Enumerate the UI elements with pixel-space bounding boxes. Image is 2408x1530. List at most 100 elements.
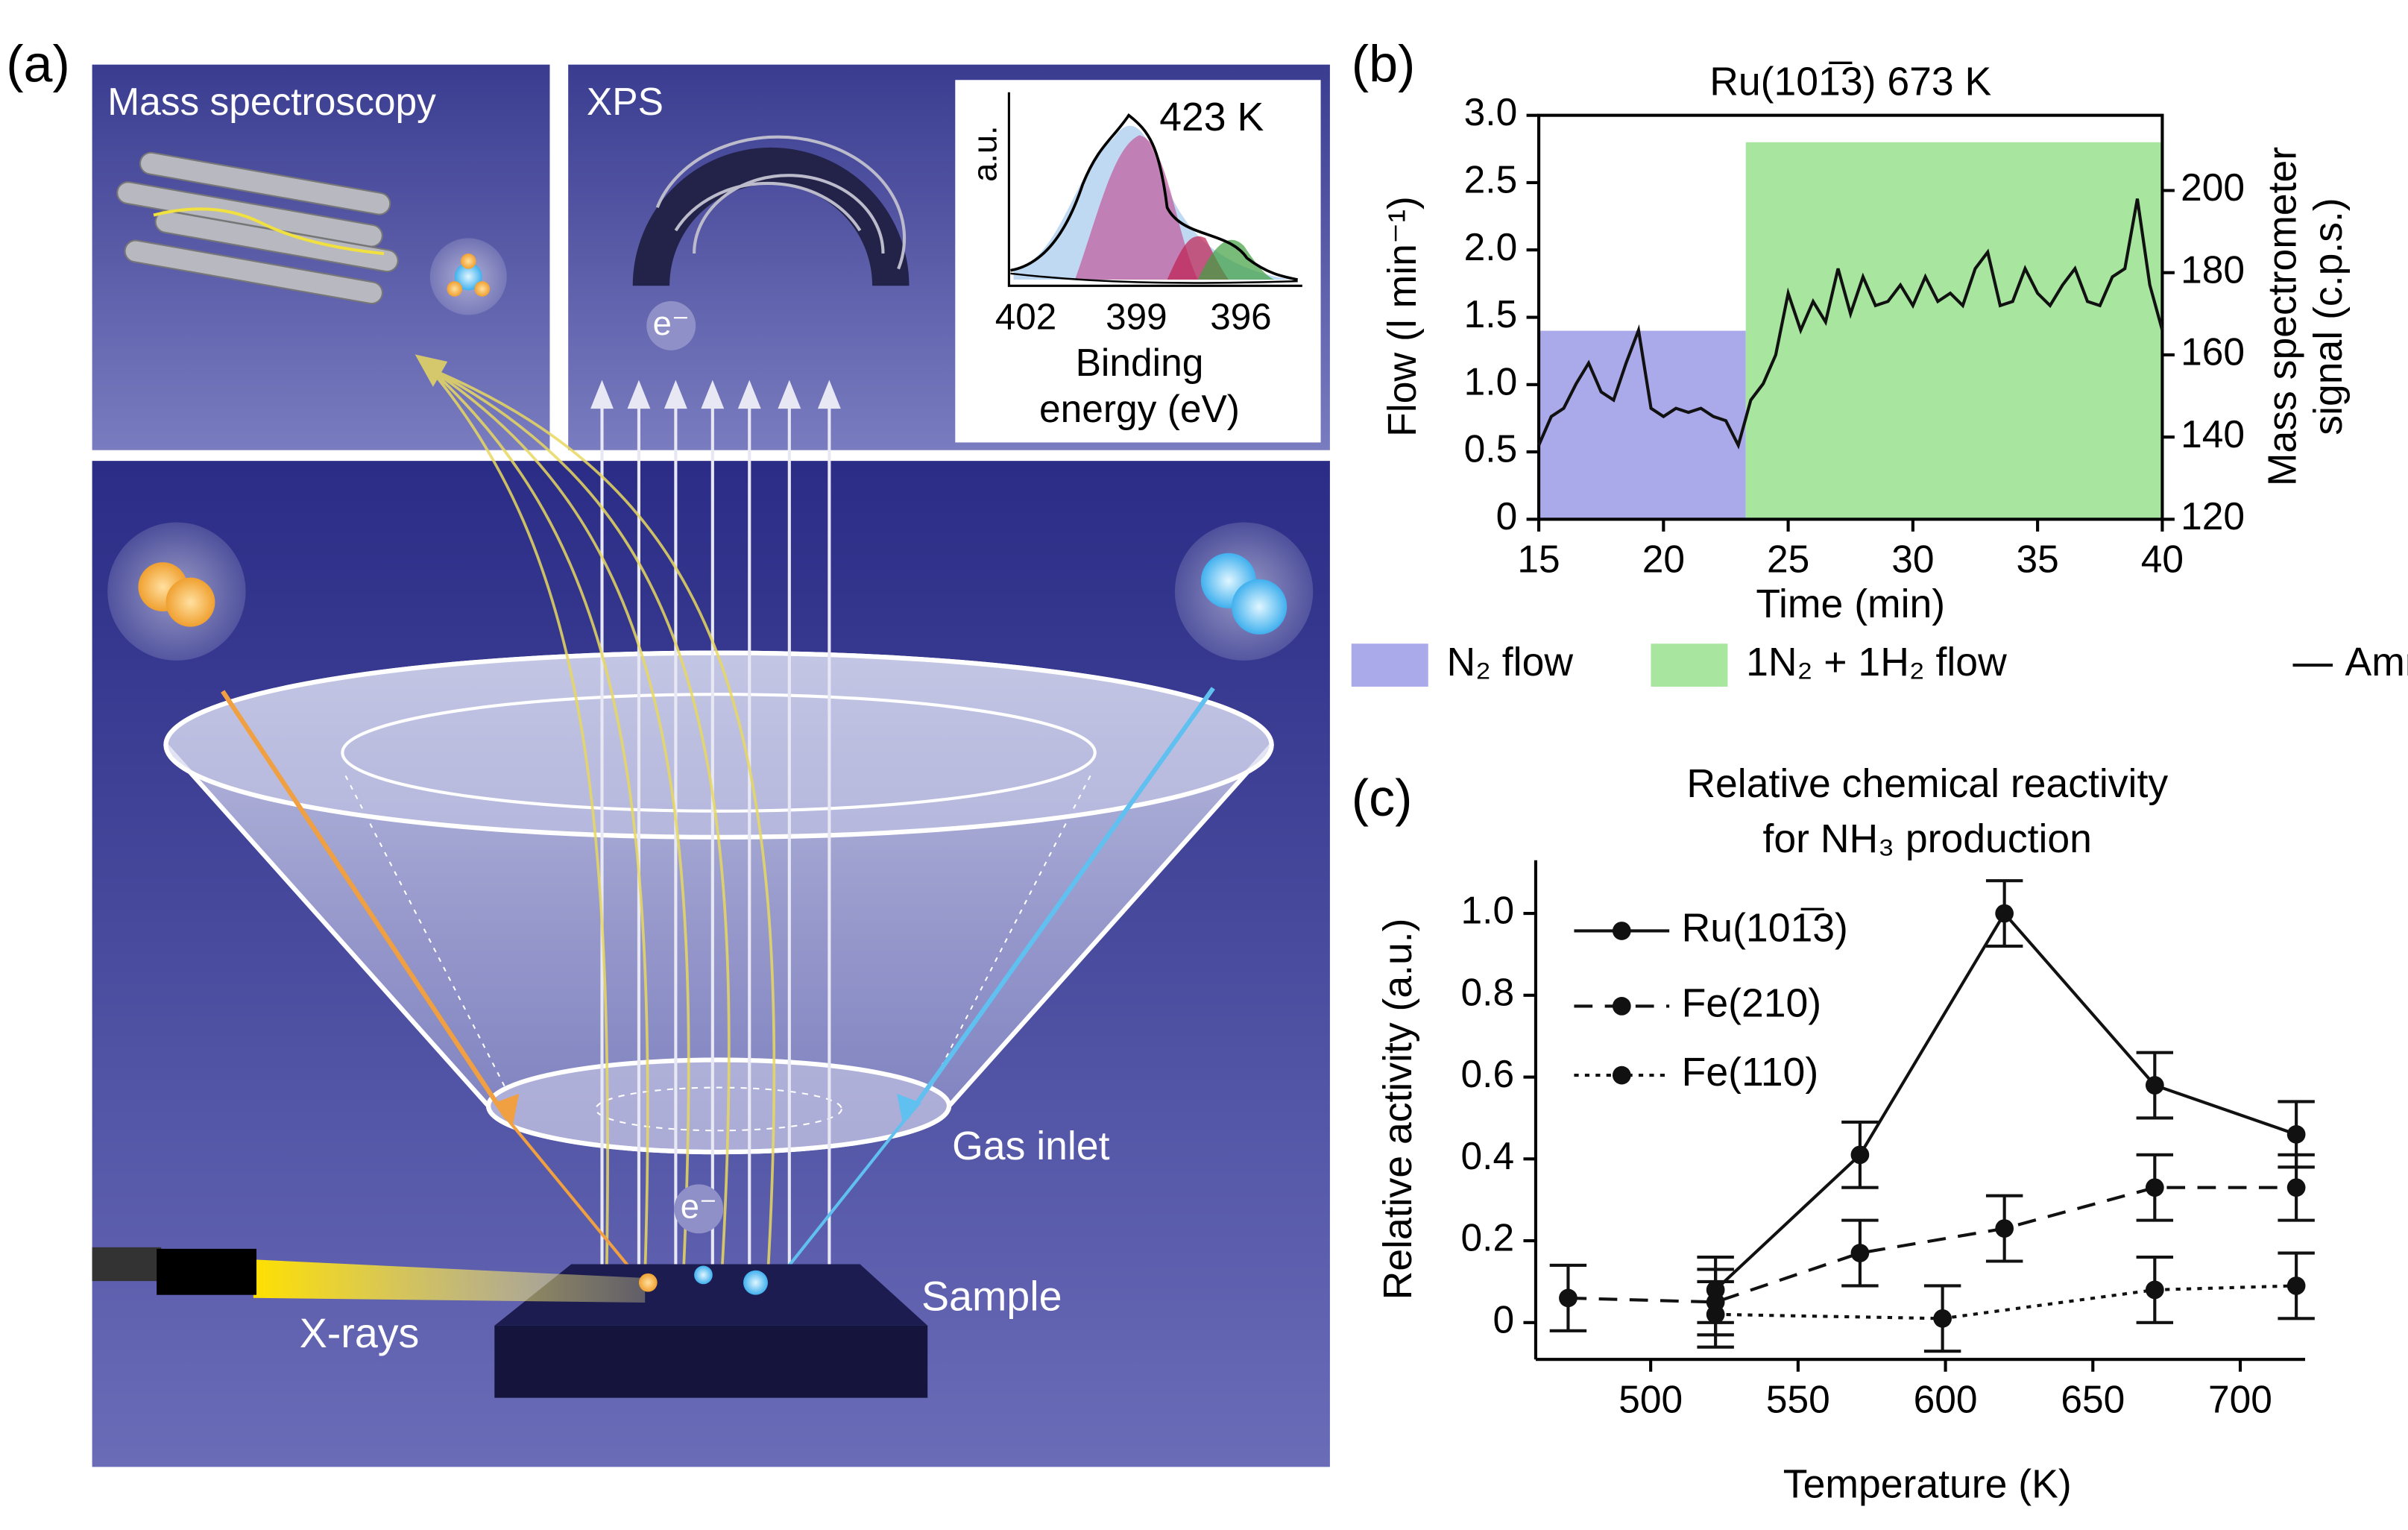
- x-tick-label: 35: [2016, 538, 2058, 581]
- x-tick-label: 550: [1766, 1377, 1830, 1420]
- y-tick-label: 1.5: [1464, 292, 1518, 336]
- y-tick-label: 0.5: [1464, 427, 1518, 470]
- y-tick-label: 0.8: [1461, 970, 1515, 1013]
- data-point: [1995, 1219, 2014, 1238]
- legend-marker: [1612, 997, 1631, 1016]
- chart-title: for NH₃ production: [1763, 817, 2092, 861]
- ion-paths: [415, 354, 776, 1276]
- panel-a: (a) Mass spectroscopy XPS e⁻: [6, 34, 1330, 1467]
- x-tick-label: 30: [1891, 538, 1934, 581]
- flow-band: [1745, 142, 2163, 520]
- y-tick-label: 2.0: [1464, 225, 1518, 268]
- panel-label: (b): [1352, 34, 1416, 92]
- x-tick-label: 20: [1642, 538, 1685, 581]
- n2-arrowhead: [494, 1093, 520, 1125]
- electron: [674, 1184, 724, 1234]
- gas-inlet-label: Gas inlet: [952, 1124, 1109, 1168]
- x-tick-label: 500: [1619, 1377, 1683, 1420]
- y-axis-label: Relative activity (a.u.): [1376, 919, 1420, 1300]
- legend-swatch: [1651, 643, 1728, 687]
- y-tick-label: 0: [1493, 1297, 1514, 1341]
- data-point: [1559, 1288, 1578, 1308]
- xps-spectrum: [1007, 92, 1302, 287]
- electron: [646, 300, 696, 350]
- adsorbate: [638, 1273, 658, 1292]
- x-tick-label: 600: [1914, 1377, 1978, 1420]
- n2-arrow-2: [505, 1117, 643, 1284]
- data-point: [2145, 1178, 2164, 1197]
- series-line: [1568, 1186, 2297, 1304]
- chart-title: Ru(101̅3) 673 K: [1709, 60, 1991, 104]
- inset-ylabel: a.u.: [966, 125, 1004, 182]
- x-tick-label: 40: [2141, 538, 2184, 581]
- chart-title: Relative chemical reactivity: [1686, 762, 2168, 806]
- panel-label: (c): [1352, 769, 1413, 827]
- xray-tube: [92, 1247, 162, 1282]
- panel-label: (a): [6, 34, 70, 92]
- series-line: [1715, 1284, 2297, 1320]
- inset-tick: 396: [1210, 297, 1271, 338]
- h2-arrow: [904, 687, 1215, 1120]
- legend-marker: [1612, 1065, 1631, 1085]
- y2-tick-label: 140: [2181, 412, 2245, 456]
- series-line: [1537, 198, 2164, 450]
- legend-marker: [1612, 922, 1631, 940]
- legend-swatch: [1351, 643, 1428, 687]
- data-point: [1995, 904, 2014, 923]
- y-tick-label: 0.4: [1461, 1134, 1515, 1177]
- y2-tick-label: 120: [2181, 494, 2245, 538]
- inset-xlabel: energy (eV): [1039, 387, 1240, 430]
- adsorbate: [694, 1265, 713, 1285]
- adsorbate: [743, 1270, 768, 1295]
- x-tick-label: 15: [1517, 538, 1560, 581]
- h2-arrow-2: [774, 1117, 907, 1284]
- electron-paths: [655, 135, 907, 270]
- ammonia-molecule: [429, 238, 507, 315]
- x-tick-label: 650: [2061, 1377, 2125, 1420]
- electron-label: e⁻: [653, 304, 690, 342]
- inset-temperature: 423 K: [1159, 95, 1264, 139]
- data-point: [2286, 1178, 2306, 1197]
- h2-arrowhead: [897, 1093, 921, 1125]
- y2-axis-label: Mass spectrometer: [2260, 147, 2304, 486]
- sample-label: Sample: [921, 1274, 1062, 1320]
- x-tick-label: 25: [1767, 538, 1809, 581]
- inset-tick: 399: [1106, 297, 1167, 338]
- y-tick-label: 0.2: [1461, 1216, 1515, 1259]
- data-point: [2286, 1276, 2306, 1295]
- data-point: [2145, 1076, 2164, 1095]
- gas-h2: [1174, 522, 1314, 661]
- x-tick-label: 700: [2208, 1377, 2272, 1420]
- funnel: [163, 650, 1274, 1155]
- legend-label: 1N₂ + 1H₂ flow: [1746, 640, 2007, 684]
- y2-tick-label: 160: [2181, 330, 2245, 374]
- data-point: [1933, 1309, 1952, 1328]
- xray-tube-head: [157, 1248, 257, 1295]
- data-point: [1850, 1244, 1870, 1262]
- y2-tick-label: 200: [2181, 166, 2245, 209]
- n2-arrow: [221, 690, 509, 1120]
- y2-tick-label: 180: [2181, 248, 2245, 291]
- data-point: [2286, 1125, 2306, 1144]
- legend-label: Ammonia: [2345, 640, 2408, 684]
- y-tick-label: 1.0: [1461, 889, 1515, 932]
- y-tick-label: 1.0: [1464, 359, 1518, 403]
- legend-label: Fe(110): [1682, 1051, 1819, 1095]
- y-tick-label: 0.6: [1461, 1052, 1515, 1095]
- x-axis-label: Time (min): [1756, 582, 1945, 626]
- inset-tick: 402: [995, 297, 1056, 338]
- xrays-label: X-rays: [300, 1310, 420, 1356]
- data-point: [1850, 1145, 1870, 1165]
- legend-label: N₂ flow: [1446, 640, 1573, 684]
- inset-xlabel: Binding: [1076, 341, 1204, 384]
- xray-beam: [253, 1259, 646, 1303]
- y-tick-label: 2.5: [1464, 158, 1518, 201]
- x-axis-label: Temperature (K): [1783, 1462, 2072, 1506]
- analyzer: [632, 147, 910, 286]
- data-point: [1706, 1305, 1725, 1324]
- data-point: [2145, 1280, 2164, 1300]
- xps-title: XPS: [587, 80, 664, 123]
- legend-label: Fe(210): [1682, 982, 1822, 1026]
- mass-spec-title: Mass spectroscopy: [107, 80, 436, 123]
